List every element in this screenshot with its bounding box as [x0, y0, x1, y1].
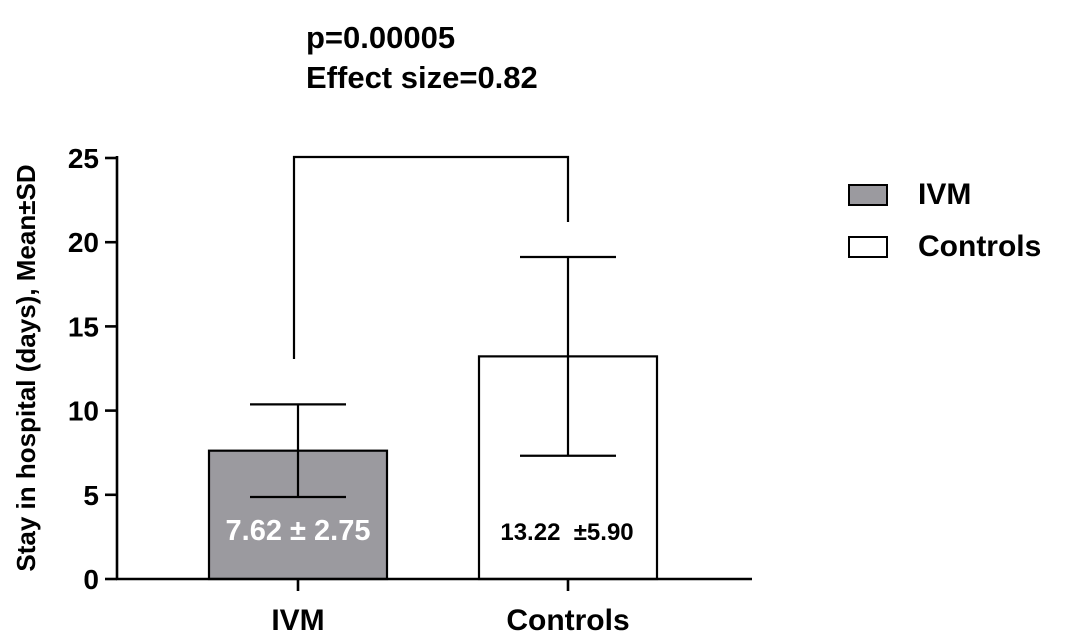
- y-tick-label-25: 25: [68, 143, 99, 174]
- legend-label-ivm: IVM: [918, 178, 972, 211]
- legend-swatch-controls: [848, 236, 888, 258]
- y-tick-label-10: 10: [68, 396, 99, 427]
- bar-value-label-ivm: 7.62 ± 2.75: [226, 515, 371, 547]
- y-tick-label-20: 20: [68, 227, 99, 258]
- bar-value-label-controls: 13.22 ±5.90: [500, 519, 633, 546]
- effect-size-annotation: Effect size=0.82: [306, 60, 538, 95]
- significance-bracket: [292, 155, 570, 359]
- legend: IVM Controls: [848, 178, 1041, 282]
- y-axis-title: Stay in hospital (days), Mean±SD: [11, 164, 41, 571]
- x-tick-label-controls: Controls: [506, 604, 629, 637]
- legend-item-controls: Controls: [848, 230, 1041, 264]
- x-tick-label-ivm: IVM: [271, 604, 324, 637]
- legend-item-ivm: IVM: [848, 178, 1041, 212]
- legend-label-controls: Controls: [918, 230, 1042, 263]
- legend-swatch-ivm: [848, 184, 888, 206]
- y-tick-label-0: 0: [83, 564, 99, 595]
- p-value-annotation: p=0.00005: [306, 20, 456, 55]
- y-tick-label-5: 5: [83, 480, 99, 511]
- y-tick-label-15: 15: [68, 311, 99, 342]
